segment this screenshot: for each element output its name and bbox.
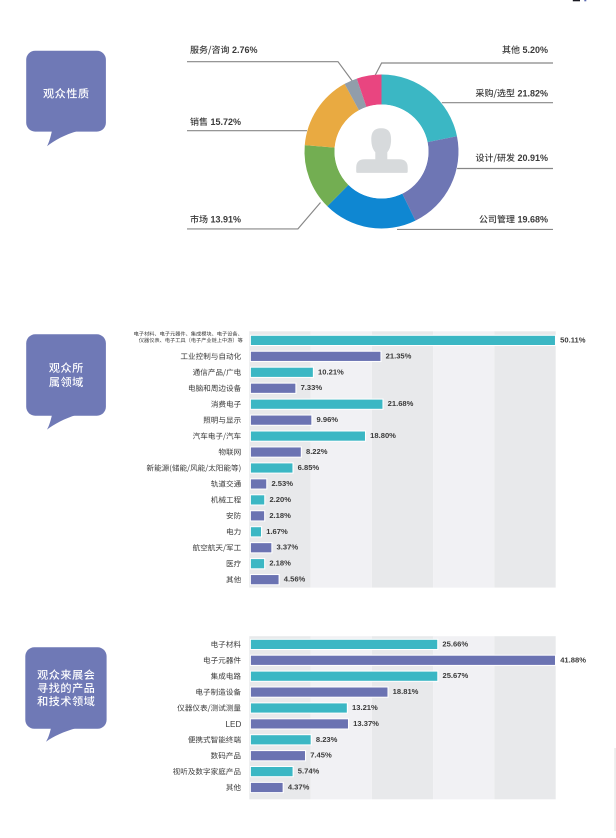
svg-text:9.96%: 9.96% (317, 415, 339, 424)
svg-text:19.68%: 19.68% (517, 215, 548, 225)
svg-text:8.22%: 8.22% (306, 447, 328, 456)
svg-text:13.37%: 13.37% (353, 719, 379, 728)
svg-text:3.37%: 3.37% (277, 543, 299, 552)
svg-text:4.56%: 4.56% (284, 575, 306, 584)
svg-text:50.11%: 50.11% (560, 335, 586, 344)
svg-text:10.21%: 10.21% (318, 367, 344, 376)
svg-text:8.23%: 8.23% (316, 735, 338, 744)
svg-text:2.18%: 2.18% (269, 559, 291, 568)
svg-text:21.35%: 21.35% (386, 351, 412, 360)
svg-text:4.37%: 4.37% (288, 782, 310, 791)
svg-text:41.88%: 41.88% (560, 655, 586, 664)
svg-text:2.20%: 2.20% (269, 495, 291, 504)
svg-text:2.18%: 2.18% (269, 511, 291, 520)
svg-text:5.74%: 5.74% (298, 767, 320, 776)
svg-text:25.66%: 25.66% (442, 639, 468, 648)
svg-text:1.67%: 1.67% (266, 527, 288, 536)
svg-text:7.33%: 7.33% (301, 383, 323, 392)
svg-text:13.21%: 13.21% (352, 703, 378, 712)
svg-text:2.76%: 2.76% (232, 45, 258, 55)
svg-text:5.20%: 5.20% (522, 45, 548, 55)
svg-text:7.45%: 7.45% (310, 751, 332, 760)
svg-text:2.53%: 2.53% (271, 479, 293, 488)
svg-text:18.81%: 18.81% (393, 687, 419, 696)
svg-text:18.80%: 18.80% (370, 431, 396, 440)
svg-text:20.91%: 20.91% (517, 153, 548, 163)
svg-text:LED: LED (226, 720, 242, 729)
svg-text:6.85%: 6.85% (298, 463, 320, 472)
svg-text:15.72%: 15.72% (211, 117, 242, 127)
svg-text:21.68%: 21.68% (388, 399, 414, 408)
svg-text:21.82%: 21.82% (517, 88, 548, 98)
svg-text:13.91%: 13.91% (211, 215, 242, 225)
svg-text:25.67%: 25.67% (442, 671, 468, 680)
